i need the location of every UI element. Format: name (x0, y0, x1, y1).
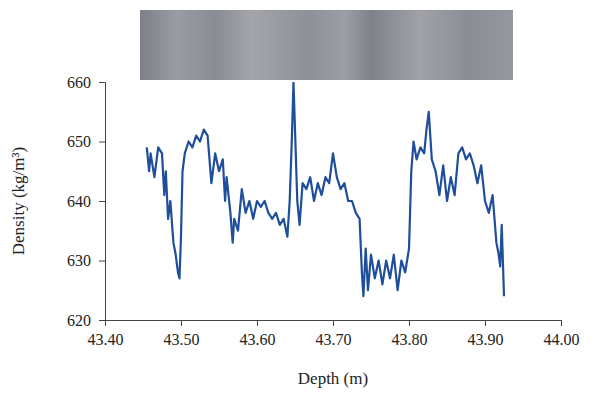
x-tick-mark (409, 320, 410, 326)
x-tick: 43.40 (88, 320, 124, 348)
chart: 43.40 43.50 43.60 43.70 43.80 43.90 44.00 620 63… (0, 0, 601, 393)
y-tick-label: 650 (67, 133, 91, 150)
x-tick-label: 43.70 (316, 331, 352, 348)
x-tick: 44.00 (544, 320, 580, 348)
x-tick: 43.80 (392, 320, 428, 348)
x-tick: 43.90 (468, 320, 504, 348)
y-tick-label: 660 (67, 74, 91, 91)
y-tick: 630 (67, 252, 105, 269)
x-tick-mark (181, 320, 182, 326)
x-tick-label: 43.90 (468, 331, 504, 348)
y-tick: 660 (67, 74, 105, 91)
y-axis: 620 630 640 650 660 (67, 74, 106, 329)
x-tick-mark (485, 320, 486, 326)
y-tick-mark (99, 201, 105, 202)
y-tick-mark (99, 142, 105, 143)
y-axis-line (99, 83, 106, 321)
core-image (140, 10, 513, 80)
x-tick: 43.50 (164, 320, 200, 348)
x-tick-label: 43.40 (88, 331, 124, 348)
x-tick-label: 43.50 (164, 331, 200, 348)
y-tick: 640 (67, 193, 105, 210)
x-axis-line (106, 321, 562, 327)
x-tick-label: 44.00 (544, 331, 580, 348)
x-tick-mark (333, 320, 334, 326)
x-tick-mark (257, 320, 258, 326)
x-axis-title: Depth (m) (298, 369, 368, 388)
y-tick-label: 630 (67, 252, 91, 269)
y-tick: 620 (67, 312, 105, 329)
y-tick-mark (99, 82, 105, 83)
y-tick: 650 (67, 133, 105, 150)
density-line (147, 82, 504, 296)
y-tick-label: 620 (67, 312, 91, 329)
x-tick: 43.70 (316, 320, 352, 348)
x-axis: 43.40 43.50 43.60 43.70 43.80 43.90 44.00 (88, 320, 580, 348)
y-tick-mark (99, 320, 105, 321)
y-tick-mark (99, 261, 105, 262)
x-tick-mark (561, 320, 562, 326)
x-tick: 43.60 (240, 320, 276, 348)
x-tick-label: 43.60 (240, 331, 276, 348)
y-tick-label: 640 (67, 193, 91, 210)
x-tick-label: 43.80 (392, 331, 428, 348)
y-axis-title: Density (kg/m³) (9, 147, 28, 256)
plot-area (147, 82, 504, 296)
